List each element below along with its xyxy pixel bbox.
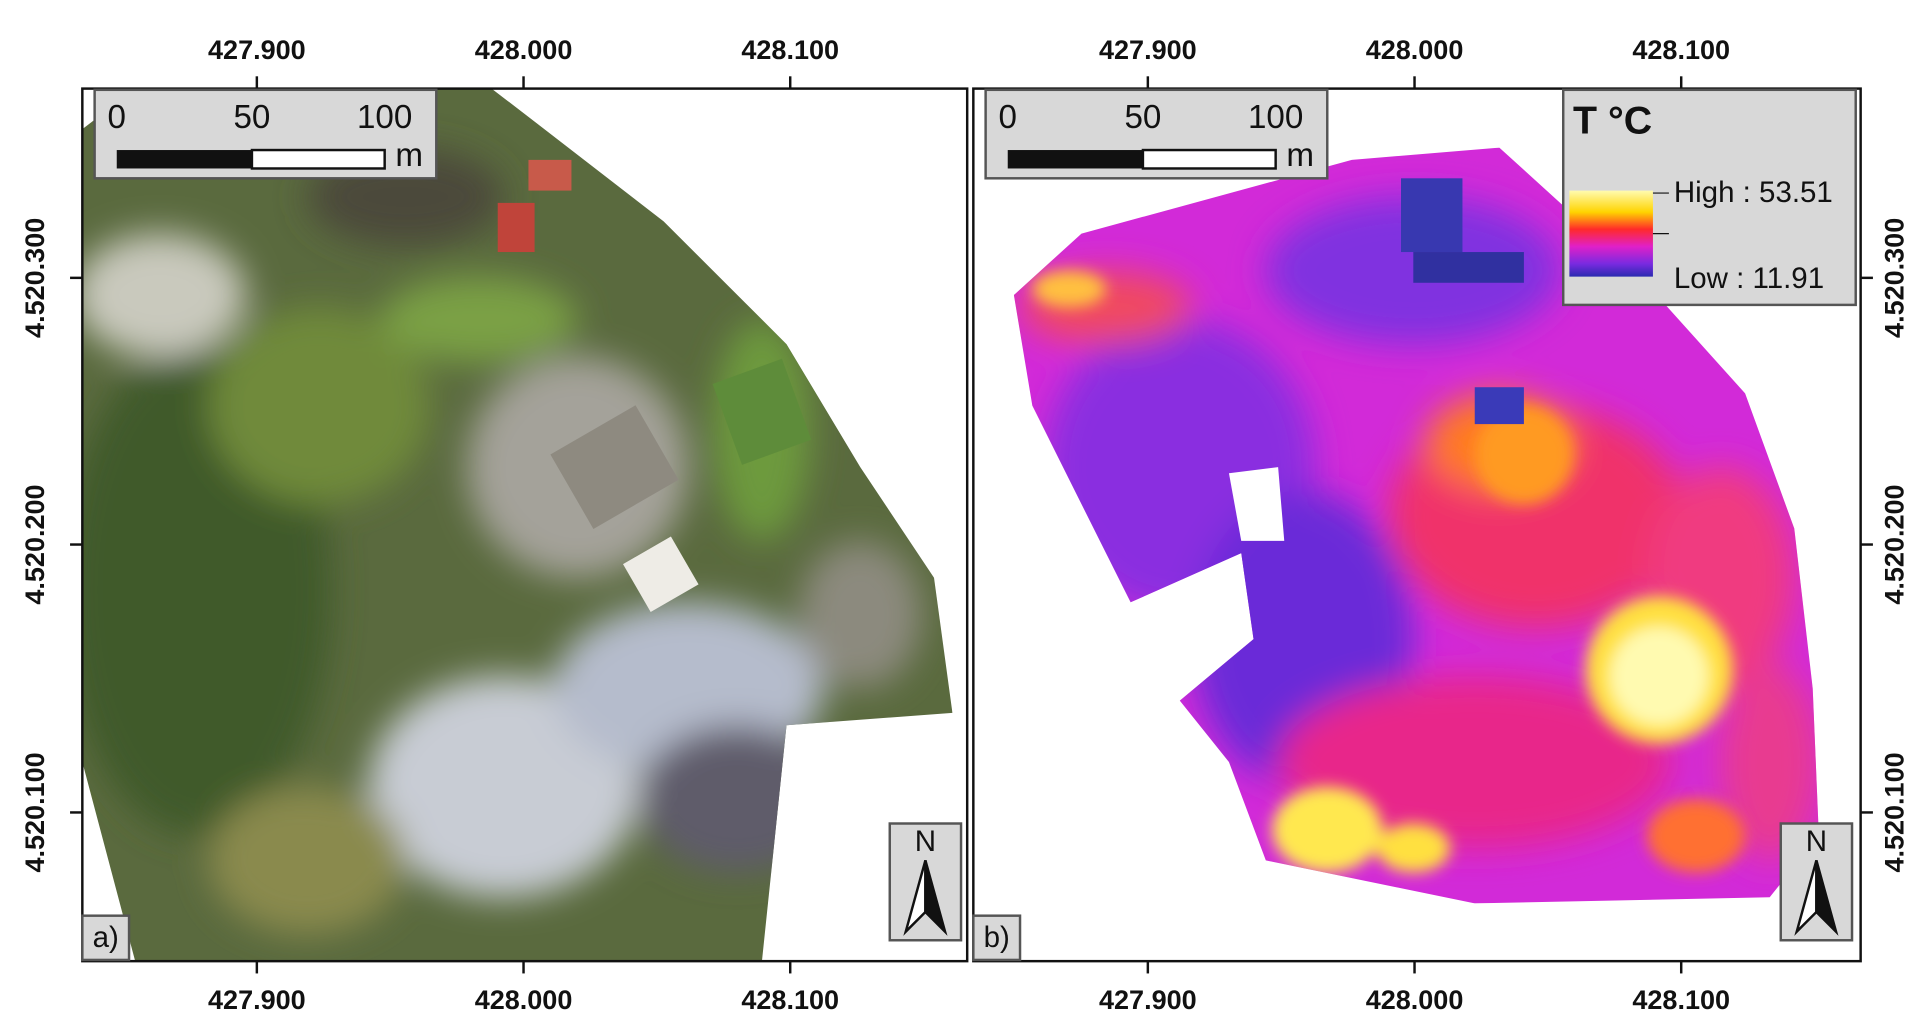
map-frame [972, 87, 1862, 963]
scale-unit: m [395, 137, 423, 174]
scale-segment [1141, 148, 1277, 170]
aerial-image [82, 88, 953, 962]
x-coord-label: 428.000 [475, 985, 573, 1015]
north-label: N [915, 825, 936, 858]
y-coord-label: 4.520.100 [20, 752, 50, 872]
x-coord-label: 428.100 [741, 985, 839, 1015]
north-arrow: N [1779, 822, 1854, 942]
scale-label: 100 [1248, 99, 1303, 136]
x-coord-label: 428.100 [741, 35, 839, 65]
legend-low: Low : 11.91 [1674, 262, 1824, 295]
x-coord-label: 428.100 [1632, 35, 1730, 65]
north-arrow-right [924, 860, 948, 936]
color-ramp [1569, 190, 1653, 277]
scale-unit: m [1286, 137, 1314, 174]
scale-segment [116, 150, 252, 169]
north-arrow-right [1815, 860, 1839, 936]
north-arrow: N [888, 822, 963, 942]
x-coord-label: 428.000 [1366, 985, 1464, 1015]
y-coord-label: 4.520.300 [1879, 218, 1909, 338]
legend-title: T °C [1573, 98, 1652, 142]
scale-label: 50 [1124, 99, 1161, 136]
y-coord-label: 4.520.200 [1879, 484, 1909, 604]
x-coord-label: 427.900 [208, 985, 306, 1015]
legend-high: High : 53.51 [1674, 176, 1833, 209]
y-coord-label: 4.520.200 [20, 484, 50, 604]
north-label: N [1806, 825, 1827, 858]
x-coord-label: 427.900 [208, 35, 306, 65]
panel-label-box [972, 914, 1022, 962]
scale-label: 100 [357, 99, 412, 136]
panel-label-box [81, 914, 131, 962]
y-coord-label: 4.520.100 [1879, 752, 1909, 872]
y-coord-label: 4.520.300 [20, 218, 50, 338]
scale-segment [250, 148, 386, 170]
x-coord-label: 427.900 [1099, 35, 1197, 65]
scale-label: 50 [233, 99, 270, 136]
x-coord-label: 428.000 [475, 35, 573, 65]
x-coord-label: 428.100 [1632, 985, 1730, 1015]
scale-segment [1007, 150, 1143, 169]
panel-label: b) [984, 921, 1010, 954]
x-coord-label: 428.000 [1366, 35, 1464, 65]
scale-label: 0 [999, 99, 1017, 136]
legend: T °C High : 53.51 Low : 11.91 [1562, 88, 1857, 307]
x-coord-label: 427.900 [1099, 985, 1197, 1015]
scale-label: 0 [108, 99, 126, 136]
panel-label: a) [93, 921, 119, 954]
